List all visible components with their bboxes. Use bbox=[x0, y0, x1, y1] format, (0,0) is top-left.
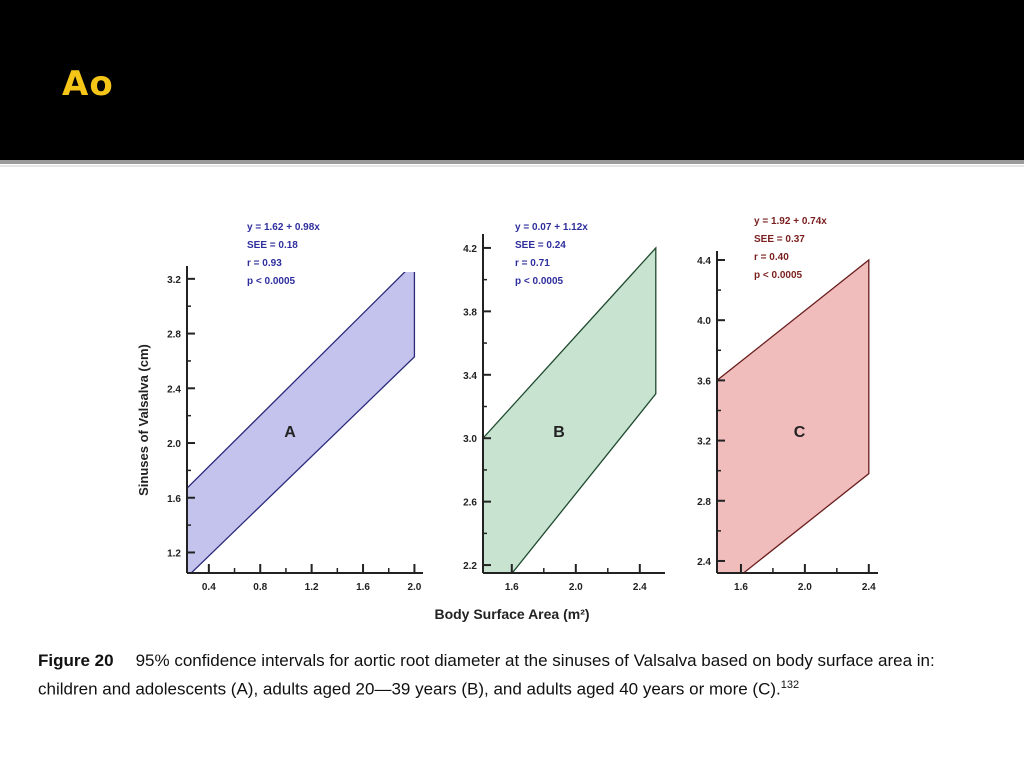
caption-ref: 132 bbox=[780, 679, 800, 691]
y-tick-label: 1.2 bbox=[167, 548, 181, 559]
confidence-band-a bbox=[187, 272, 416, 573]
caption-text-1: 95% confidence intervals for aortic root… bbox=[135, 651, 935, 670]
regression-annotation: y = 1.92 + 0.74x bbox=[754, 216, 827, 227]
y-tick-label: 3.4 bbox=[463, 371, 477, 382]
caption-line-1: Figure 20 95% confidence intervals for ao… bbox=[38, 648, 998, 673]
regression-annotation: r = 0.71 bbox=[515, 258, 550, 269]
y-tick-label: 3.6 bbox=[697, 376, 711, 387]
y-tick-label: 3.0 bbox=[463, 434, 477, 445]
y-tick-label: 2.4 bbox=[167, 384, 181, 395]
y-axis-title: Sinuses of Valsalva (cm) bbox=[136, 344, 151, 496]
header-divider bbox=[0, 160, 1024, 164]
x-tick-label: 2.0 bbox=[798, 582, 812, 593]
regression-annotation: p < 0.0005 bbox=[515, 276, 564, 287]
y-tick-label: 2.0 bbox=[167, 439, 181, 450]
regression-annotation: r = 0.93 bbox=[247, 258, 282, 269]
panel-label: A bbox=[284, 424, 296, 441]
x-tick-label: 2.4 bbox=[633, 582, 647, 593]
chart-panel-c: 2.4 2.8 3.2 3.6 4.0 4.4 1.6 2.0 2.4 Cy = 1.92 + 0… bbox=[697, 216, 878, 593]
chart-panel-b: 2.2 2.6 3.0 3.4 3.8 4.2 1.6 2.0 2.4 By = 0.07 + 1… bbox=[434, 222, 665, 622]
x-tick-label: 2.4 bbox=[862, 582, 876, 593]
y-tick-label: 2.8 bbox=[167, 330, 181, 341]
y-tick-label: 3.8 bbox=[463, 307, 477, 318]
caption-text-2: children and adolescents (A), adults age… bbox=[38, 679, 781, 699]
x-tick-label: 0.4 bbox=[202, 582, 216, 593]
panel-label: B bbox=[553, 424, 565, 441]
x-tick-label: 2.0 bbox=[407, 582, 421, 593]
regression-annotation: y = 1.62 + 0.98x bbox=[247, 222, 320, 233]
regression-annotation: p < 0.0005 bbox=[247, 276, 296, 287]
x-tick-label: 1.6 bbox=[734, 582, 748, 593]
y-tick-label: 2.2 bbox=[463, 561, 477, 572]
figure-chart: 1.2 1.6 2.0 2.4 2.8 3.2 0.4 0.8 1.2 1.6 2.0 Ay = 1.… bbox=[136, 216, 878, 622]
chart-panel-a: 1.2 1.6 2.0 2.4 2.8 3.2 0.4 0.8 1.2 1.6 2.0 Ay = 1.… bbox=[136, 222, 423, 593]
regression-annotation: SEE = 0.37 bbox=[754, 234, 805, 245]
confidence-band-c bbox=[717, 258, 870, 573]
y-tick-label: 3.2 bbox=[697, 437, 711, 448]
x-axis-title: Body Surface Area (m²) bbox=[434, 606, 589, 622]
y-tick-label: 4.2 bbox=[463, 244, 477, 255]
x-tick-label: 1.6 bbox=[505, 582, 519, 593]
slide-header: Ao bbox=[0, 0, 1024, 160]
x-tick-label: 1.2 bbox=[305, 582, 319, 593]
y-tick-label: 1.6 bbox=[167, 494, 181, 505]
confidence-band-b bbox=[483, 246, 657, 573]
figure-caption: Figure 20 95% confidence intervals for ao… bbox=[38, 648, 998, 702]
regression-annotation: p < 0.0005 bbox=[754, 270, 803, 281]
y-tick-label: 2.8 bbox=[697, 497, 711, 508]
regression-annotation: SEE = 0.18 bbox=[247, 240, 298, 251]
x-tick-label: 0.8 bbox=[253, 582, 267, 593]
regression-annotation: SEE = 0.24 bbox=[515, 240, 566, 251]
x-tick-label: 2.0 bbox=[569, 582, 583, 593]
regression-annotation: r = 0.40 bbox=[754, 252, 789, 263]
y-tick-label: 3.2 bbox=[167, 275, 181, 286]
y-tick-label: 4.0 bbox=[697, 316, 711, 327]
y-tick-label: 4.4 bbox=[697, 256, 711, 267]
caption-line-2: children and adolescents (A), adults age… bbox=[38, 673, 998, 702]
header-divider-highlight bbox=[0, 165, 1024, 167]
x-tick-label: 1.6 bbox=[356, 582, 370, 593]
panel-label: C bbox=[794, 424, 806, 441]
y-tick-label: 2.6 bbox=[463, 498, 477, 509]
caption-label: Figure 20 bbox=[38, 651, 114, 670]
y-tick-label: 2.4 bbox=[697, 557, 711, 568]
regression-annotation: y = 0.07 + 1.12x bbox=[515, 222, 588, 233]
slide-title: Ao bbox=[62, 64, 114, 104]
